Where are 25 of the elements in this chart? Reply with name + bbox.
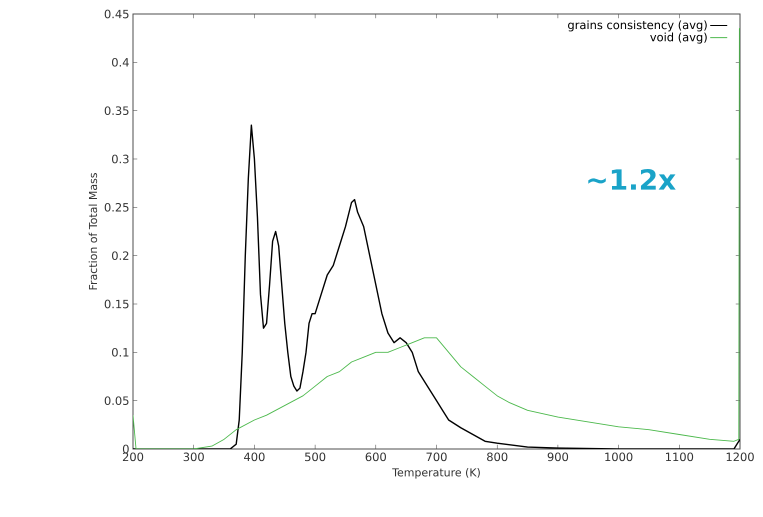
x-tick-label: 200 (122, 452, 144, 462)
y-tick-label: 0.25 (104, 203, 128, 212)
y-tick-label: 0.15 (104, 300, 128, 308)
legend-label: void (avg) (650, 32, 707, 44)
x-tick-label: 600 (366, 452, 386, 462)
x-tick-label: 400 (244, 452, 265, 462)
x-tick-label: 700 (426, 452, 447, 462)
y-axis-title: Fraction of Total Mass (88, 173, 98, 290)
legend-label: grains consistency (avg) (568, 20, 707, 32)
x-tick-label: 300 (184, 452, 204, 462)
y-tick-label: 0.35 (104, 106, 128, 115)
x-tick-label: 800 (487, 452, 508, 462)
annotation: ~1.2x (588, 168, 676, 190)
x-axis-title: Temperature (K) (392, 468, 480, 479)
x-tick-label: 1100 (666, 452, 694, 462)
x-tick-label: 1200 (726, 452, 754, 462)
x-tick-label: 900 (548, 452, 568, 462)
y-tick-label: 0.2 (112, 251, 128, 260)
x-tick-label: 1000 (605, 452, 632, 462)
y-tick-label: 0.05 (104, 396, 128, 405)
y-tick-label: 0.4 (112, 58, 129, 67)
y-tick-label: 0.1 (112, 348, 128, 357)
x-tick-label: 500 (305, 452, 326, 462)
y-tick-label: 0.45 (104, 10, 128, 18)
y-tick-label: 0.3 (112, 154, 129, 164)
